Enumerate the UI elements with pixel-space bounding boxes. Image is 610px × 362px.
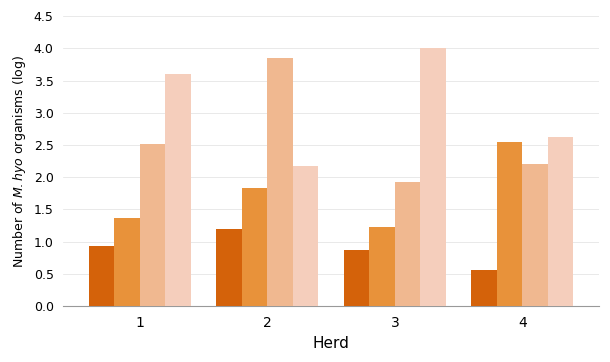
Bar (140, 144, 165, 306)
Bar (165, 74, 191, 306)
Bar (522, 164, 548, 306)
X-axis label: Herd: Herd (313, 336, 350, 351)
Bar (217, 229, 242, 306)
Bar (267, 58, 293, 306)
Bar (497, 142, 522, 306)
Bar (344, 250, 370, 306)
Bar (548, 137, 573, 306)
Bar (370, 227, 395, 306)
Bar (89, 246, 115, 306)
Bar (242, 188, 267, 306)
Bar (115, 218, 140, 306)
Bar (420, 48, 446, 306)
Bar (472, 270, 497, 306)
Y-axis label: Number of $\it{M. hyo}$ organisms (log): Number of $\it{M. hyo}$ organisms (log) (11, 55, 28, 268)
Bar (293, 166, 318, 306)
Bar (395, 182, 420, 306)
